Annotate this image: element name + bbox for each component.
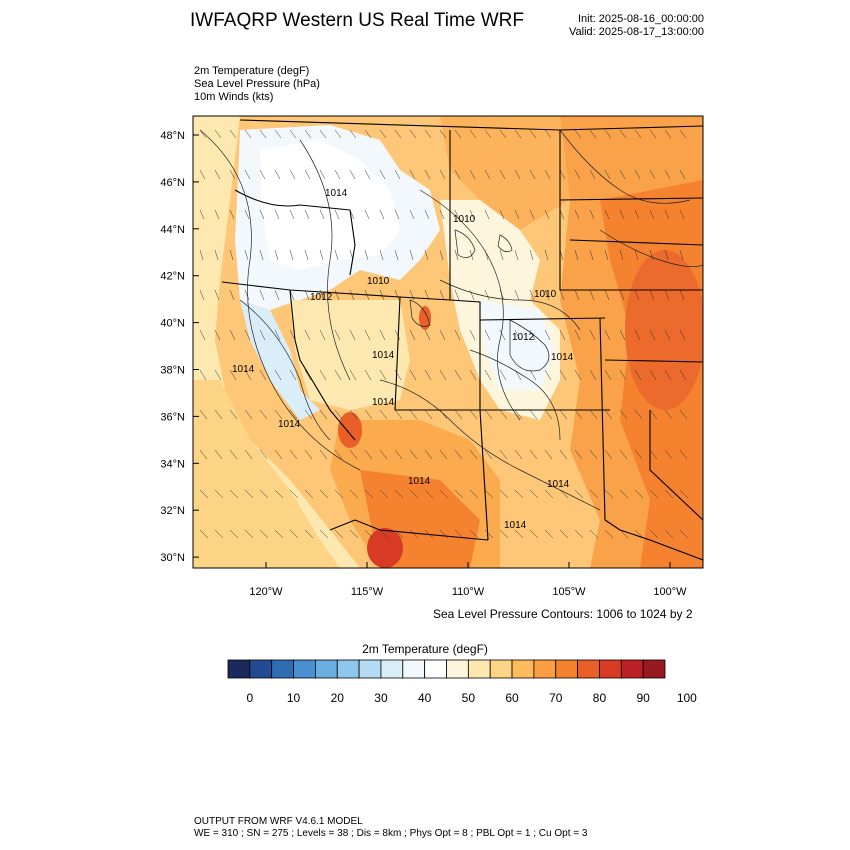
- time-info: Init: 2025-08-16_00:00:00 Valid: 2025-08…: [569, 13, 704, 39]
- colorbar-swatch: [402, 659, 426, 679]
- pressure-labels: 1014 1010 1010 1010 1012 1014 1012 1014 …: [232, 188, 574, 531]
- wind-barbs: [199, 129, 689, 539]
- colorbar-swatch: [227, 659, 251, 679]
- colorbar-tick-label: 100: [677, 691, 697, 705]
- colorbar-swatch: [555, 659, 579, 679]
- colorbar-swatch: [446, 659, 469, 679]
- contour-label: 1010: [453, 214, 476, 225]
- contour-label: 1014: [372, 397, 395, 408]
- contour-label: 1014: [408, 476, 431, 487]
- colorbar-tick-label: 60: [505, 691, 519, 705]
- lon-tick-label: 105°W: [552, 586, 586, 598]
- lat-tick-label: 34°N: [160, 458, 185, 470]
- colorbar-tick-label: 0: [247, 691, 254, 705]
- field-winds: 10m Winds (kts): [194, 91, 274, 103]
- colorbar-tick-label: 20: [331, 691, 345, 705]
- lat-tick-label: 42°N: [160, 271, 185, 283]
- colorbar-swatch: [489, 659, 513, 679]
- longitude-axis: 120°W 115°W 110°W 105°W 100°W: [249, 562, 687, 598]
- lat-tick-label: 30°N: [160, 552, 185, 564]
- colorbar-swatch: [467, 659, 491, 679]
- field-pressure: Sea Level Pressure (hPa): [194, 78, 320, 90]
- lon-tick-label: 120°W: [249, 586, 283, 598]
- contour-label: 1010: [367, 276, 390, 287]
- lat-tick-label: 46°N: [160, 177, 185, 189]
- contour-label: 1014: [504, 520, 527, 531]
- footer-line-2: WE = 310 ; SN = 275 ; Levels = 38 ; Dis …: [194, 828, 588, 839]
- colorbar-swatch: [511, 659, 535, 679]
- lat-tick-label: 32°N: [160, 505, 185, 517]
- colorbar-swatch: [358, 659, 382, 679]
- contour-label: 1014: [372, 350, 395, 361]
- footer-line-1: OUTPUT FROM WRF V4.6.1 MODEL: [194, 816, 363, 827]
- colorbar-swatch: [642, 659, 666, 679]
- colorbar-swatch: [380, 659, 404, 679]
- colorbar-tick-label: 70: [549, 691, 563, 705]
- lat-tick-label: 48°N: [160, 130, 185, 142]
- colorbar-swatch: [533, 659, 557, 679]
- colorbar-tick-label: 50: [462, 691, 476, 705]
- colorbar: 0 10 20 30 40 50 60 70 80 90 100: [227, 659, 697, 705]
- contour-label: 1012: [512, 332, 535, 343]
- init-time: Init: 2025-08-16_00:00:00: [578, 13, 704, 25]
- contour-label: 1010: [534, 289, 557, 300]
- colorbar-swatch: [314, 659, 338, 679]
- colorbar-swatch: [293, 659, 316, 679]
- colorbar-swatch: [249, 659, 273, 679]
- colorbar-swatch: [271, 659, 294, 679]
- page-title: IWFAQRP Western US Real Time WRF: [190, 10, 524, 31]
- lat-tick-label: 36°N: [160, 411, 185, 423]
- colorbar-tick-label: 80: [593, 691, 607, 705]
- colorbar-tick-label: 40: [418, 691, 432, 705]
- colorbar-swatch: [424, 659, 447, 679]
- model-footer: OUTPUT FROM WRF V4.6.1 MODEL WE = 310 ; …: [194, 816, 587, 840]
- colorbar-tick-label: 10: [287, 691, 301, 705]
- contour-label: 1014: [232, 364, 255, 375]
- map-frame: [192, 115, 704, 569]
- contour-label: 1014: [325, 188, 348, 199]
- contour-label: 1014: [278, 419, 301, 430]
- field-temperature: 2m Temperature (degF): [194, 65, 310, 77]
- lon-tick-label: 115°W: [351, 586, 384, 598]
- lon-tick-label: 100°W: [653, 586, 687, 598]
- colorbar-title: 2m Temperature (degF): [362, 642, 488, 656]
- field-list: 2m Temperature (degF) Sea Level Pressure…: [194, 65, 320, 104]
- contour-label: 1012: [310, 292, 333, 303]
- valid-time: Valid: 2025-08-17_13:00:00: [569, 26, 704, 38]
- state-boundaries: [221, 119, 703, 561]
- contour-label: 1014: [547, 479, 570, 490]
- colorbar-tick-label: 90: [636, 691, 650, 705]
- colorbar-swatch: [599, 659, 622, 679]
- lat-tick-label: 38°N: [160, 365, 185, 377]
- contour-note: Sea Level Pressure Contours: 1006 to 102…: [433, 607, 693, 621]
- colorbar-swatch: [336, 659, 360, 679]
- colorbar-swatch: [620, 659, 644, 679]
- map-area: 1014 1010 1010 1010 1012 1014 1012 1014 …: [193, 116, 703, 568]
- lat-tick-label: 40°N: [160, 318, 185, 330]
- contour-label: 1014: [551, 352, 574, 363]
- colorbar-swatch: [577, 659, 600, 679]
- lon-tick-label: 110°W: [452, 586, 485, 598]
- latitude-axis: 48°N 46°N 44°N 42°N 40°N 38°N 36°N 34°N 32°N 30°N: [160, 130, 199, 564]
- lat-tick-label: 44°N: [160, 224, 185, 236]
- colorbar-tick-label: 30: [374, 691, 388, 705]
